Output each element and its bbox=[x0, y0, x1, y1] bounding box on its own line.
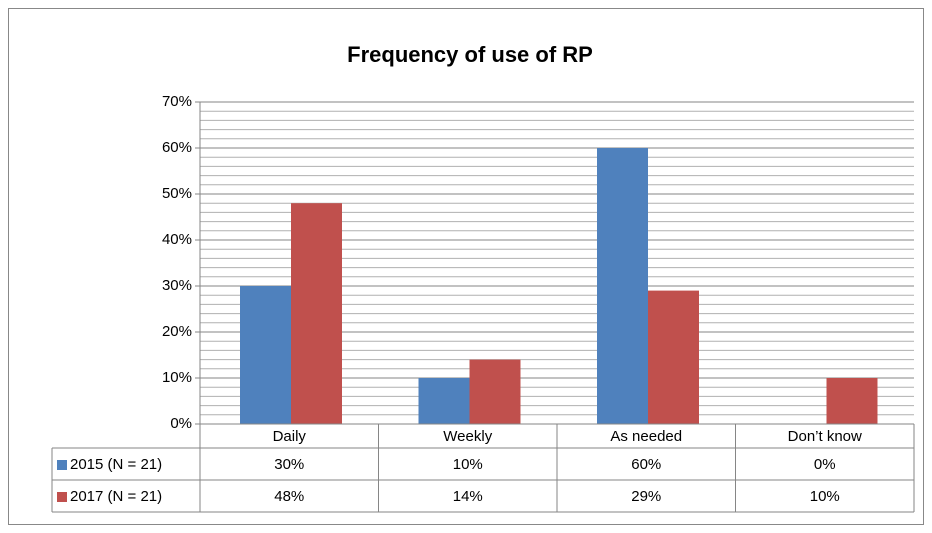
legend-label: 2015 (N = 21) bbox=[70, 456, 162, 473]
y-tick-label: 10% bbox=[162, 369, 192, 386]
table-value: 29% bbox=[631, 488, 661, 505]
table-value: 14% bbox=[453, 488, 483, 505]
chart-border bbox=[8, 8, 924, 525]
legend-label: 2017 (N = 21) bbox=[70, 488, 162, 505]
bar bbox=[648, 290, 699, 424]
chart-title: Frequency of use of RP bbox=[347, 42, 593, 67]
table-value: 10% bbox=[453, 456, 483, 473]
x-tick-label: Weekly bbox=[443, 428, 492, 445]
bar bbox=[240, 286, 291, 424]
table-value: 10% bbox=[810, 488, 840, 505]
y-tick-label: 70% bbox=[162, 93, 192, 110]
legend-swatch bbox=[57, 460, 67, 470]
table-value: 60% bbox=[631, 456, 661, 473]
bar bbox=[469, 359, 521, 424]
y-tick-label: 30% bbox=[162, 277, 192, 294]
bar bbox=[291, 203, 342, 424]
y-tick-label: 20% bbox=[162, 323, 192, 340]
bar bbox=[826, 378, 878, 424]
table-value: 0% bbox=[814, 456, 836, 473]
x-tick-label: Daily bbox=[273, 428, 307, 445]
bar bbox=[418, 378, 470, 424]
x-tick-label: As needed bbox=[610, 428, 682, 445]
y-tick-label: 60% bbox=[162, 139, 192, 156]
legend-swatch bbox=[57, 492, 67, 502]
table-value: 48% bbox=[274, 488, 304, 505]
table-value: 30% bbox=[274, 456, 304, 473]
bar bbox=[597, 148, 648, 424]
y-tick-label: 40% bbox=[162, 231, 192, 248]
x-tick-label: Don’t know bbox=[788, 428, 862, 445]
y-tick-label: 0% bbox=[170, 415, 192, 432]
y-tick-label: 50% bbox=[162, 185, 192, 202]
